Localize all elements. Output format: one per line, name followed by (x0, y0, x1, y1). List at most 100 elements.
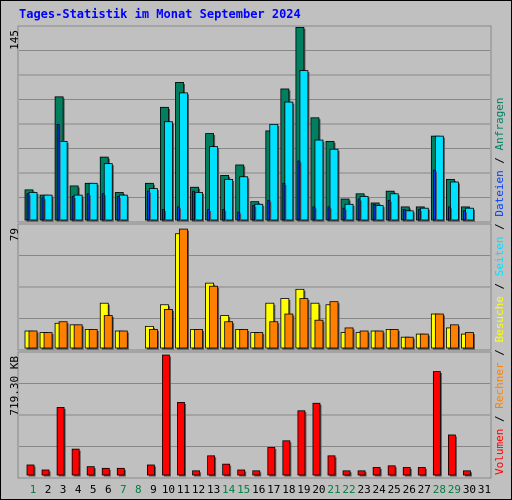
bar-volumen-day-27: Volumen 27: 45 (417, 467, 426, 476)
x-tick-label-day-26: 26 (403, 483, 416, 496)
bar-dateien-day-13: Dateien 13: 8 (207, 209, 211, 221)
bar-volumen-day-25: Volumen 25: 55 (387, 465, 396, 476)
legend-entry-rechner: Rechner (493, 362, 506, 409)
bar-volumen-day-16: Volumen 16: 25 (252, 470, 261, 476)
bar-rechner-day-1: Rechner 1: 11 (28, 330, 38, 349)
bar-volumen-day-6: Volumen 6: 40 (101, 467, 110, 476)
mid-panel-gridlines (19, 223, 490, 319)
bar-rechner-day-9: Rechner 9: 12 (148, 329, 158, 349)
x-tick-label-day-15: 15 (237, 483, 250, 496)
bar-dateien-day-28-shadow (434, 171, 437, 222)
bar-seiten-day-11: Seiten 11: 97 (179, 92, 188, 221)
x-tick-label-day-27: 27 (418, 483, 431, 496)
x-tick-label-day-3: 3 (60, 483, 67, 496)
bar-rechner-day-12: Rechner 12: 12 (194, 329, 203, 349)
bar-dateien-day-5: Dateien 5: 20 (86, 193, 90, 221)
bar-seiten-day-13: Seiten 13: 56 (209, 146, 219, 221)
bar-volumen-day-9: Volumen 9: 60 (146, 464, 155, 476)
bar-dateien-day-12: Dateien 12: 22 (192, 190, 195, 221)
bar-volumen-day-17: Volumen 17: 165 (267, 447, 276, 476)
bar-dateien-day-10-shadow (163, 211, 166, 222)
bar-volumen-day-5: Volumen 5: 50 (86, 466, 95, 476)
bar-dateien-day-14-shadow (224, 211, 227, 222)
x-tick-label-day-19: 19 (297, 483, 310, 496)
bar-dateien-day-21-shadow (329, 208, 332, 222)
bar-dateien-day-25: Dateien 25: 15 (387, 199, 391, 221)
bar-rechner-day-7: Rechner 7: 11 (118, 330, 128, 349)
bar-seiten-day-15: Seiten 15: 33 (239, 176, 249, 221)
x-tick-label-day-24: 24 (373, 483, 387, 496)
bar-seiten-day-17: Seiten 17: 73 (269, 123, 279, 221)
x-axis-day-labels: 1 2 3 4 5 6 7 8 9 10 11 12 13 14 15 16 17 18 19 20 21 22 23 24 2… (30, 483, 491, 496)
bar-rechner-day-11: Rechner 11: 77 (179, 228, 188, 349)
right-legend: Volumen / Rechner / Besuche / Seiten / D… (493, 97, 506, 475)
bar-seiten-day-10: Seiten 10: 75 (164, 121, 173, 221)
mid-panel-max-label: 79 (8, 228, 21, 241)
bar-dateien-day-22: Dateien 22: 9 (342, 207, 346, 221)
x-tick-label-day-7: 7 (120, 483, 127, 496)
bar-dateien-day-3: Dateien 3: 73 (56, 123, 60, 221)
bar-rechner-day-6: Rechner 6: 21 (103, 315, 113, 349)
bar-rechner-day-22: Rechner 22: 13 (344, 327, 354, 349)
bar-rechner-day-13: Rechner 13: 40 (209, 285, 219, 349)
legend-entry-dateien: Dateien (493, 170, 506, 216)
bar-volumen-day-23: Volumen 23: 25 (357, 470, 366, 476)
bar-rechner-day-21: Rechner 21: 30 (329, 301, 339, 349)
bar-dateien-day-23: Dateien 23: 16 (357, 198, 361, 221)
x-tick-label-day-14: 14 (222, 483, 236, 496)
bar-volumen-day-10: Volumen 10: 719 (162, 354, 170, 476)
bar-dateien-day-16: Dateien 16: 11 (252, 205, 256, 221)
bar-dateien-day-15-shadow (239, 213, 242, 222)
bar-dateien-day-27-shadow (419, 211, 422, 222)
bar-seiten-day-20: Seiten 20: 61 (314, 139, 324, 221)
top-panel-max-label: 145 (8, 30, 21, 50)
bar-dateien-day-18-shadow (284, 184, 287, 222)
bar-dateien-day-7: Dateien 7: 18 (116, 196, 120, 221)
bar-rechner-day-26: Rechner 26: 7 (404, 336, 414, 349)
legend-entry-seiten: Seiten (493, 237, 506, 277)
bar-dateien-day-26-shadow (404, 211, 407, 222)
bar-dateien-day-12-shadow (194, 192, 197, 222)
bar-volumen-day-12: Volumen 12: 25 (192, 470, 200, 476)
x-tick-label-day-5: 5 (90, 483, 97, 496)
bar-dateien-day-30-shadow (464, 212, 467, 222)
bar-volumen-day-18: Volumen 18: 205 (282, 440, 291, 476)
bar-dateien-day-19-shadow (299, 162, 302, 222)
bar-volumen-day-21: Volumen 21: 115 (327, 455, 336, 476)
bar-seiten-day-19: Seiten 19: 114 (299, 70, 309, 221)
bar-dateien-day-5-shadow (88, 195, 91, 222)
bar-dateien-day-30: Dateien 30: 7 (463, 210, 466, 221)
bottom-panel-max-label: 719.30 KB (8, 356, 21, 416)
legend-entry-volumen: Volumen (493, 429, 506, 475)
bar-rechner-day-19: Rechner 19: 32 (299, 298, 309, 349)
bottom-panel-bars: Volumen 1: 60 Volumen 2: 30 Volumen 3: 405… (26, 354, 472, 477)
x-tick-label-day-11: 11 (177, 483, 190, 496)
bar-volumen-day-11: Volumen 11: 435 (177, 402, 185, 476)
bar-dateien-day-20: Dateien 20: 10 (312, 206, 316, 221)
bar-dateien-day-9: Dateien 9: 22 (146, 190, 150, 221)
x-tick-label-day-23: 23 (357, 483, 370, 496)
bar-dateien-day-1-shadow (28, 195, 31, 222)
legend-separator: / (493, 276, 506, 296)
bar-rechner-day-4: Rechner 4: 15 (73, 324, 83, 349)
bar-dateien-day-24: Dateien 24: 12 (372, 203, 376, 221)
bar-volumen-day-3: Volumen 3: 405 (56, 407, 65, 476)
bar-volumen-day-22: Volumen 22: 25 (342, 470, 351, 476)
x-tick-label-day-22: 22 (342, 483, 355, 496)
bar-dateien-day-27: Dateien 27: 8 (417, 209, 421, 221)
legend-entry-anfragen: Anfragen (493, 97, 506, 150)
bar-dateien-day-17-shadow (269, 201, 272, 222)
bar-dateien-day-19: Dateien 19: 45 (297, 160, 301, 221)
bar-dateien-day-11-shadow (179, 208, 181, 222)
bar-rechner-day-2: Rechner 2: 10 (43, 332, 53, 349)
bar-dateien-day-13-shadow (209, 211, 212, 222)
bar-rechner-day-28: Rechner 28: 22 (434, 313, 444, 349)
bar-dateien-day-20-shadow (314, 208, 317, 222)
bar-volumen-day-30: Volumen 30: 25 (463, 470, 471, 476)
bar-volumen-day-14: Volumen 14: 65 (222, 463, 231, 476)
bar-rechner-day-10: Rechner 10: 25 (164, 308, 173, 349)
bar-seiten-day-29: Seiten 29: 29 (449, 181, 459, 221)
legend-separator: / (493, 217, 506, 237)
